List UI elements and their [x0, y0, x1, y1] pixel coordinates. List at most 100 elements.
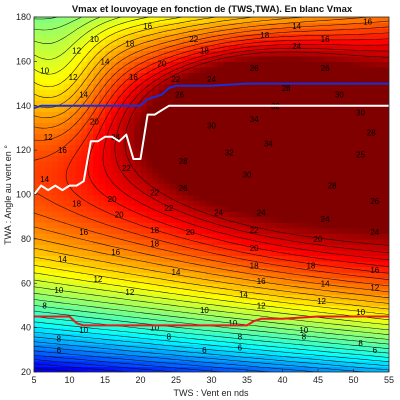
heat-cell	[347, 299, 355, 307]
heat-cell	[235, 261, 242, 268]
heat-cell	[170, 66, 177, 74]
heat-cell	[270, 244, 278, 251]
heat-cell	[199, 133, 207, 140]
heat-cell	[247, 55, 254, 62]
heat-cell	[69, 72, 77, 79]
heat-cell	[81, 266, 88, 273]
heat-cell	[377, 105, 384, 112]
heat-cell	[39, 39, 47, 46]
heat-cell	[110, 61, 118, 68]
heat-cell	[93, 266, 100, 273]
heat-cell	[81, 244, 88, 251]
heat-cell	[371, 39, 378, 46]
heat-cell	[110, 200, 118, 207]
heat-cell	[288, 50, 295, 57]
heat-cell	[170, 316, 177, 323]
heat-cell	[51, 338, 59, 345]
heat-cell	[164, 266, 171, 273]
heat-cell	[329, 50, 337, 57]
heat-cell	[217, 133, 224, 140]
heat-cell	[69, 150, 77, 157]
heat-cell	[122, 155, 130, 162]
heat-cell	[199, 161, 207, 168]
heat-cell	[276, 72, 284, 79]
heat-cell	[193, 166, 201, 173]
heat-cell	[359, 288, 366, 295]
heat-cell	[241, 127, 248, 135]
heat-cell	[45, 322, 53, 329]
heat-cell	[211, 78, 219, 85]
heat-cell	[51, 344, 59, 351]
heat-cell	[181, 244, 189, 251]
heat-cell	[270, 33, 278, 40]
heat-cell	[270, 261, 278, 268]
heat-cell	[235, 338, 242, 345]
heat-cell	[217, 39, 224, 46]
heat-cell	[247, 233, 254, 240]
heat-cell	[247, 249, 254, 257]
contour-line	[34, 17, 389, 310]
heat-cell	[329, 188, 337, 196]
heat-cell	[105, 127, 112, 135]
heat-cell	[329, 66, 337, 74]
heat-cell	[217, 238, 224, 246]
heat-cell	[335, 222, 343, 229]
heat-cell	[359, 238, 366, 246]
heat-cell	[199, 17, 207, 24]
heat-cell	[75, 288, 82, 295]
heat-cell	[377, 200, 384, 207]
heat-cell	[170, 244, 177, 251]
heat-cell	[347, 44, 355, 51]
heat-cell	[110, 216, 118, 223]
heat-cell	[187, 155, 195, 162]
heat-cell	[288, 366, 295, 372]
heat-cell	[152, 161, 159, 168]
heat-cell	[152, 44, 159, 51]
heat-cell	[270, 344, 278, 351]
heat-cell	[158, 283, 165, 290]
heat-cell	[282, 283, 290, 290]
heat-cell	[158, 122, 165, 129]
heat-cell	[75, 150, 82, 157]
heat-cell	[176, 238, 183, 246]
heat-cell	[276, 100, 284, 107]
heat-cell	[45, 327, 53, 334]
heat-cell	[335, 44, 343, 51]
heat-cell	[347, 194, 355, 201]
heat-cell	[110, 116, 118, 123]
heat-cell	[140, 349, 148, 356]
heat-cell	[128, 139, 136, 146]
heat-cell	[128, 188, 136, 196]
heat-cell	[294, 55, 301, 62]
heat-cell	[187, 266, 195, 273]
heat-cell	[252, 116, 260, 123]
heat-cell	[164, 61, 171, 68]
heat-cell	[217, 22, 224, 29]
heat-cell	[105, 89, 112, 96]
heat-cell	[341, 116, 349, 123]
heat-cell	[146, 261, 153, 268]
heat-cell	[116, 155, 124, 162]
heat-cell	[105, 55, 112, 62]
heat-cell	[359, 105, 366, 112]
heat-cell	[359, 360, 366, 368]
heat-cell	[270, 150, 278, 157]
heat-cell	[318, 150, 325, 157]
heat-cell	[377, 222, 384, 229]
heat-cell	[158, 33, 165, 40]
heat-cell	[116, 22, 124, 29]
heat-cell	[323, 272, 331, 279]
heat-cell	[164, 227, 171, 234]
contour-label: 28	[328, 182, 337, 191]
heat-cell	[205, 255, 213, 262]
heat-cell	[39, 122, 47, 129]
heat-cell	[99, 216, 106, 223]
heat-cell	[353, 349, 361, 356]
heat-cell	[69, 277, 77, 284]
heat-cell	[306, 294, 313, 301]
heat-cell	[312, 177, 319, 185]
heat-cell	[87, 83, 94, 90]
heat-cell	[282, 17, 290, 24]
heat-cell	[45, 111, 53, 118]
heat-cell	[105, 349, 112, 356]
